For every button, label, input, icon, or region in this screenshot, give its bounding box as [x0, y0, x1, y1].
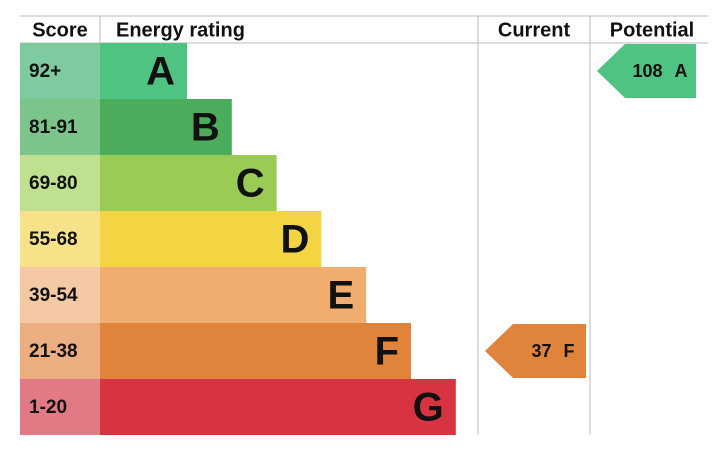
- score-cell: [20, 99, 100, 155]
- score-cell: [20, 155, 100, 211]
- rating-letter: A: [146, 50, 175, 94]
- score-range: 1-20: [29, 397, 67, 418]
- current-letter: F: [564, 341, 575, 361]
- potential-letter: A: [675, 61, 688, 81]
- rating-bar: [100, 99, 232, 155]
- score-range: 21-38: [29, 341, 78, 362]
- rating-letter: B: [191, 106, 220, 150]
- score-range: 39-54: [29, 285, 78, 306]
- rating-bar: [100, 155, 277, 211]
- score-range: 69-80: [29, 173, 78, 194]
- score-cell: [20, 211, 100, 267]
- score-cell: [20, 43, 100, 99]
- header-potential: Potential: [610, 19, 694, 41]
- rating-bar: [100, 43, 187, 99]
- current-value: 37: [531, 341, 551, 361]
- rating-letter: G: [413, 386, 444, 430]
- rating-letter: C: [236, 162, 265, 206]
- score-cell: [20, 267, 100, 323]
- rating-bar: [100, 211, 322, 267]
- rating-bar: [100, 323, 411, 379]
- rating-bar: [100, 379, 456, 435]
- rating-letter: D: [281, 218, 310, 262]
- potential-value: 108: [632, 61, 662, 81]
- rating-letter: F: [375, 330, 399, 374]
- current-arrow: [485, 324, 586, 378]
- header-score: Score: [32, 19, 88, 41]
- score-range: 55-68: [29, 229, 78, 250]
- score-cell: [20, 379, 100, 435]
- header-rating: Energy rating: [116, 19, 245, 41]
- potential-arrow: [597, 44, 696, 98]
- score-range: 81-91: [29, 117, 78, 138]
- rating-letter: E: [328, 274, 355, 318]
- rating-bar: [100, 267, 367, 323]
- header-current: Current: [498, 19, 571, 41]
- score-cell: [20, 323, 100, 379]
- score-range: 92+: [29, 61, 61, 82]
